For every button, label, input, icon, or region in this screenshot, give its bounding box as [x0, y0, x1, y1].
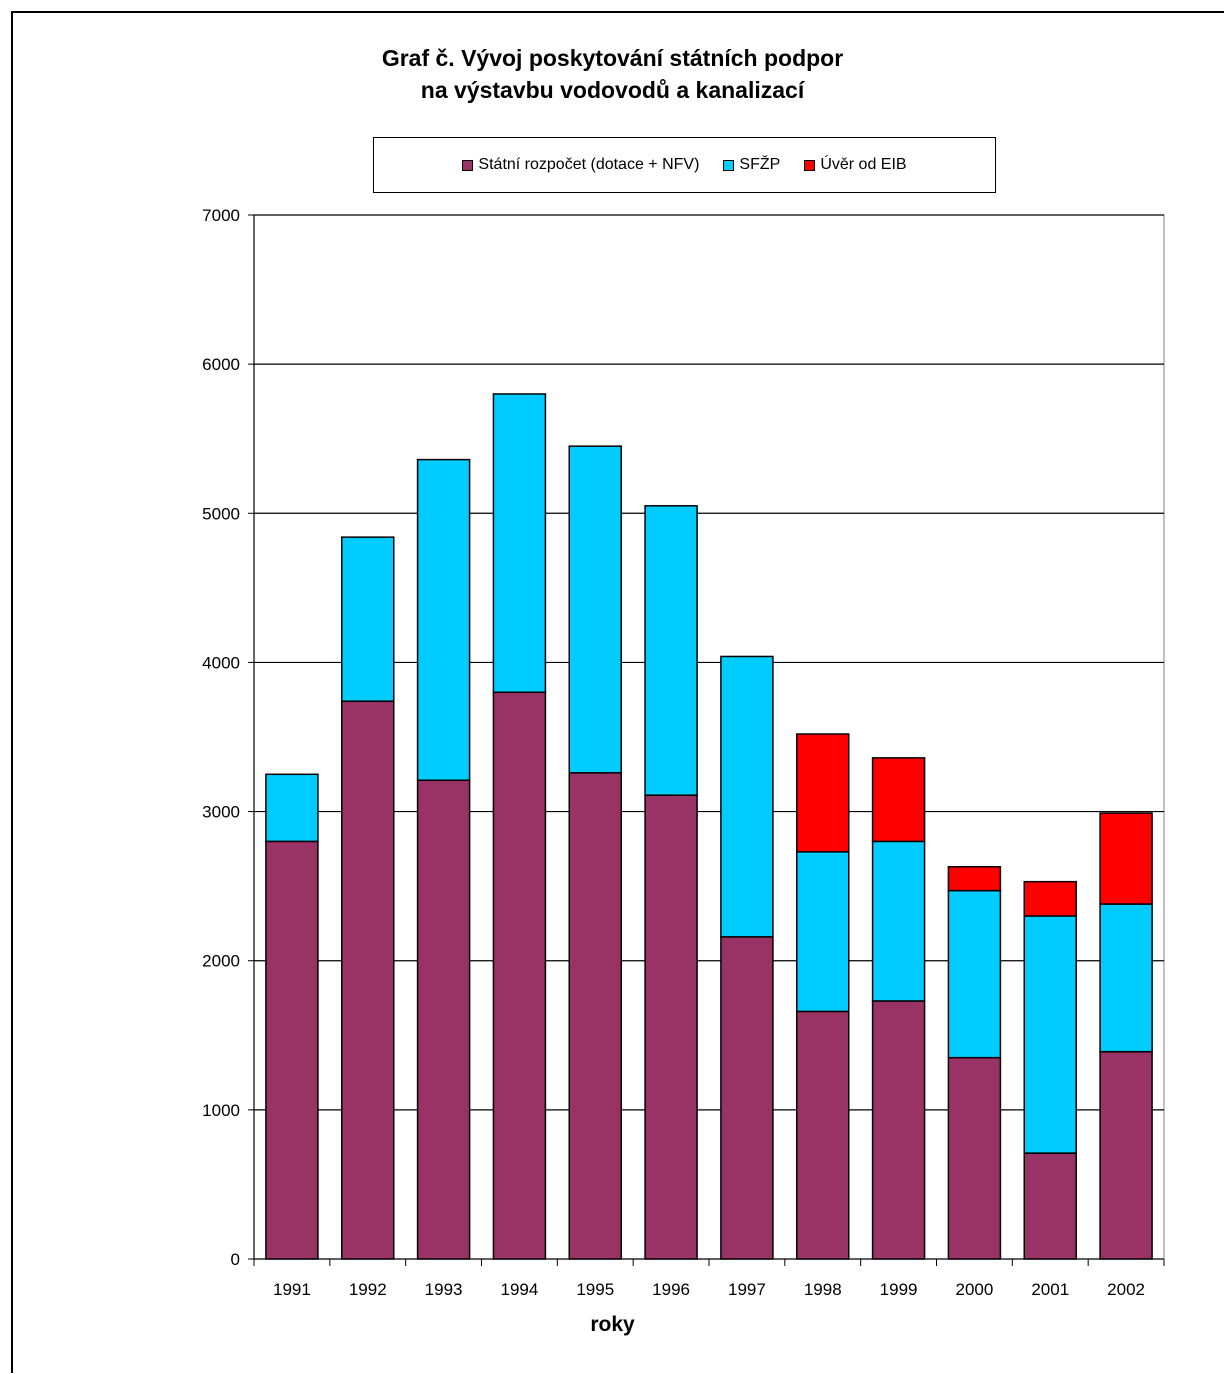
bar-segment-statni-rozpocet-2001: [1023, 1152, 1077, 1260]
bar-segment-statni-rozpocet-1996: [644, 794, 698, 1260]
x-tick-label: 1993: [425, 1280, 463, 1299]
x-tick-label: 1995: [576, 1280, 614, 1299]
legend-item-statni-rozpocet: Státní rozpočet (dotace + NFV): [462, 156, 699, 174]
legend-item-sfzp: SFŽP: [723, 156, 780, 174]
bar-segment-uver-eib-1998: [796, 733, 850, 853]
y-tick-label: 4000: [202, 653, 240, 672]
y-tick-label: 5000: [202, 504, 240, 523]
chart-title-line-1: Graf č. Vývoj poskytování státních podpo…: [381, 45, 844, 71]
bar-segment-sfzp-1995: [568, 445, 622, 774]
x-tick-label: 1991: [273, 1280, 311, 1299]
bar-segment-statni-rozpocet-1998: [796, 1010, 850, 1260]
x-tick-label: 1992: [349, 1280, 387, 1299]
bar-segment-statni-rozpocet-1995: [568, 772, 622, 1260]
bar-segment-sfzp-2000: [947, 889, 1002, 1059]
x-axis-title: roky: [590, 1313, 635, 1336]
x-tick-label: 1997: [728, 1280, 766, 1299]
bar-segment-uver-eib-2000: [947, 866, 1002, 892]
bar-segment-uver-eib-1999: [871, 757, 926, 843]
bar-segment-sfzp-1996: [644, 505, 698, 796]
bar-segment-statni-rozpocet-1999: [871, 1000, 926, 1260]
chart-frame: [11, 11, 1224, 1373]
bar-segment-statni-rozpocet-1991: [265, 840, 319, 1260]
x-tick-label: 2001: [1031, 1280, 1069, 1299]
x-tick-label: 1994: [501, 1280, 539, 1299]
bar-segment-sfzp-1998: [796, 851, 850, 1013]
x-tick-label: 1996: [652, 1280, 690, 1299]
x-tick-label: 2000: [956, 1280, 994, 1299]
legend-label-sfzp: SFŽP: [739, 156, 781, 173]
y-tick-label: 6000: [202, 355, 240, 374]
y-tick-label: 0: [231, 1250, 240, 1269]
bar-segment-sfzp-1999: [871, 840, 926, 1002]
bar-segment-statni-rozpocet-1994: [492, 691, 547, 1260]
bar-segment-sfzp-1993: [416, 458, 471, 782]
legend-item-uver-eib: Úvěr od EIB: [804, 156, 907, 174]
legend-label-statni-rozpocet: Státní rozpočet (dotace + NFV): [478, 156, 700, 173]
bar-segment-statni-rozpocet-1992: [341, 700, 395, 1260]
legend-label-uver-eib: Úvěr od EIB: [820, 156, 907, 173]
bar-segment-statni-rozpocet-2000: [947, 1056, 1002, 1260]
bar-segment-sfzp-1992: [341, 536, 395, 702]
bar-segment-sfzp-1994: [492, 393, 547, 694]
y-tick-label: 7000: [202, 206, 240, 225]
bar-segment-sfzp-1997: [720, 655, 774, 938]
chart-title-line-2: na výstavbu vodovodů a kanalizací: [420, 77, 805, 103]
bar-segment-sfzp-1991: [265, 773, 319, 843]
y-tick-label: 2000: [202, 952, 240, 971]
bar-segment-statni-rozpocet-1997: [720, 936, 774, 1260]
bar-segment-sfzp-2002: [1099, 903, 1153, 1053]
legend-swatch-statni-rozpocet: [462, 159, 474, 171]
legend-swatch-uver-eib: [804, 159, 816, 171]
legend-swatch-sfzp: [723, 159, 735, 171]
chart-title: Graf č. Vývoj poskytování státních podpo…: [0, 42, 1225, 106]
x-tick-label: 1998: [804, 1280, 842, 1299]
x-tick-label: 1999: [880, 1280, 918, 1299]
plot-background: [253, 214, 1165, 1260]
y-tick-label: 1000: [202, 1101, 240, 1120]
y-tick-label: 3000: [202, 803, 240, 822]
chart-legend: Státní rozpočet (dotace + NFV) SFŽP Úvěr…: [373, 137, 996, 193]
bar-segment-statni-rozpocet-1993: [416, 779, 471, 1260]
bar-segment-uver-eib-2001: [1023, 880, 1077, 917]
bar-segment-statni-rozpocet-2002: [1099, 1050, 1153, 1260]
bar-segment-uver-eib-2002: [1099, 812, 1153, 905]
bar-segment-sfzp-2001: [1023, 915, 1077, 1154]
x-tick-label: 2002: [1107, 1280, 1145, 1299]
